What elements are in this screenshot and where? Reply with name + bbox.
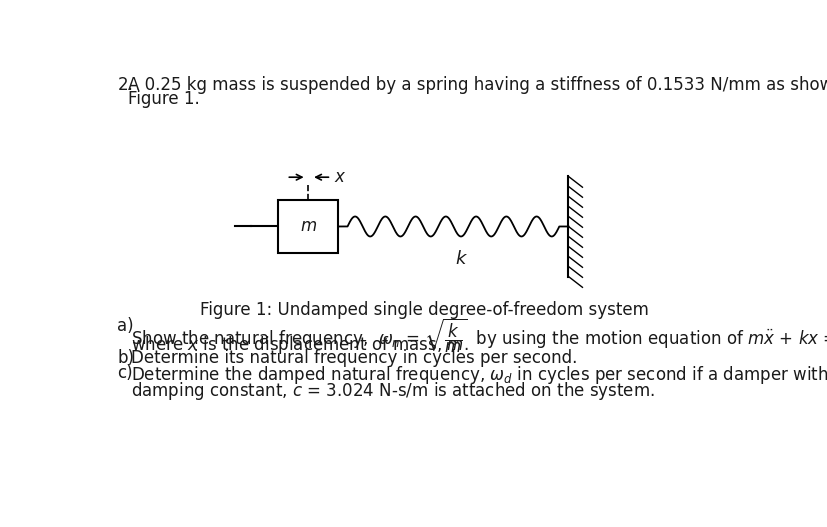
Text: A 0.25 kg mass is suspended by a spring having a stiffness of 0.1533 N/mm as sho: A 0.25 kg mass is suspended by a spring … xyxy=(128,76,827,94)
Text: c): c) xyxy=(117,364,133,382)
Text: a): a) xyxy=(117,317,134,335)
Text: damping constant, $c$ = 3.024 N-s/m is attached on the system.: damping constant, $c$ = 3.024 N-s/m is a… xyxy=(131,380,653,402)
Text: Determine the damped natural frequency, $\omega_d$ in cycles per second if a dam: Determine the damped natural frequency, … xyxy=(131,364,827,386)
Text: b): b) xyxy=(117,349,134,367)
Text: $m$: $m$ xyxy=(299,218,316,236)
Bar xyxy=(278,200,338,252)
Text: 2.: 2. xyxy=(117,76,133,94)
Text: $x$: $x$ xyxy=(333,168,346,186)
Text: Figure 1.: Figure 1. xyxy=(128,90,200,108)
Text: where $x$ is the displacement of mass, $m$.: where $x$ is the displacement of mass, $… xyxy=(131,334,467,356)
Text: Figure 1: Undamped single degree-of-freedom system: Figure 1: Undamped single degree-of-free… xyxy=(199,301,648,319)
Text: Determine its natural frequency in cycles per second.: Determine its natural frequency in cycle… xyxy=(131,349,576,367)
Text: $k$: $k$ xyxy=(454,250,467,268)
Text: Show the natural frequency,  $\omega_n$ = $\sqrt{\dfrac{k}{m}}$  by using the mo: Show the natural frequency, $\omega_n$ =… xyxy=(131,317,827,355)
